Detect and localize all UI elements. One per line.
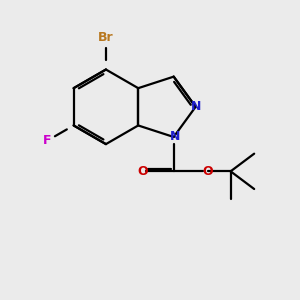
Text: F: F: [43, 134, 52, 147]
Text: Br: Br: [98, 31, 114, 44]
Text: N: N: [190, 100, 201, 113]
Text: O: O: [203, 165, 213, 178]
Text: O: O: [137, 165, 148, 178]
Text: N: N: [169, 130, 180, 143]
